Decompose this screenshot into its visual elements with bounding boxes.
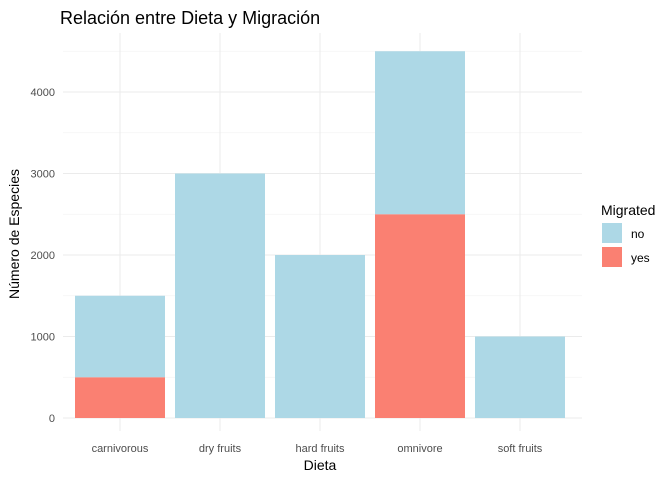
- bar-omnivore-no: [375, 51, 465, 215]
- bar-hard-fruits-no: [275, 255, 365, 418]
- x-tick-label: carnivorous: [92, 443, 149, 455]
- x-axis-title: Dieta: [304, 457, 337, 473]
- bar-dry-fruits-no: [175, 173, 265, 418]
- x-axis-ticks: carnivorous dry fruits hard fruits omnivore…: [92, 443, 543, 455]
- legend-swatch-no: [602, 223, 622, 243]
- x-tick-label: dry fruits: [199, 443, 242, 455]
- x-tick-label: omnivore: [397, 443, 442, 455]
- y-tick-label: 3000: [31, 169, 55, 181]
- chart-title: Relación entre Dieta y Migración: [60, 8, 320, 28]
- legend-swatch-yes: [602, 247, 622, 267]
- bar-soft-fruits-no: [475, 336, 565, 418]
- bar-carnivorous-no: [75, 295, 165, 378]
- y-tick-label: 1000: [31, 332, 55, 344]
- y-tick-label: 4000: [31, 87, 55, 99]
- legend-label-yes: yes: [631, 251, 650, 265]
- y-tick-label: 0: [49, 413, 55, 425]
- bar-carnivorous-yes: [75, 377, 165, 418]
- y-tick-label: 2000: [31, 250, 55, 262]
- y-axis-ticks: 0 1000 2000 3000 4000: [31, 87, 55, 425]
- legend-label-no: no: [631, 227, 645, 241]
- y-axis-title: Número de Especies: [6, 169, 22, 299]
- legend: Migrated no yes: [601, 202, 655, 267]
- bars: [75, 51, 565, 418]
- legend-title: Migrated: [601, 202, 655, 218]
- bar-omnivore-yes: [375, 214, 465, 418]
- x-tick-label: soft fruits: [498, 443, 543, 455]
- x-tick-label: hard fruits: [296, 443, 345, 455]
